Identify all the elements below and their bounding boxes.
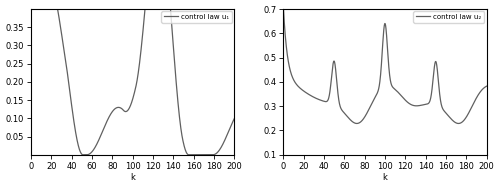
X-axis label: k: k bbox=[382, 174, 388, 182]
X-axis label: k: k bbox=[130, 174, 135, 182]
Legend: control law u₁: control law u₁ bbox=[161, 11, 232, 23]
Legend: control law u₂: control law u₂ bbox=[414, 11, 484, 23]
